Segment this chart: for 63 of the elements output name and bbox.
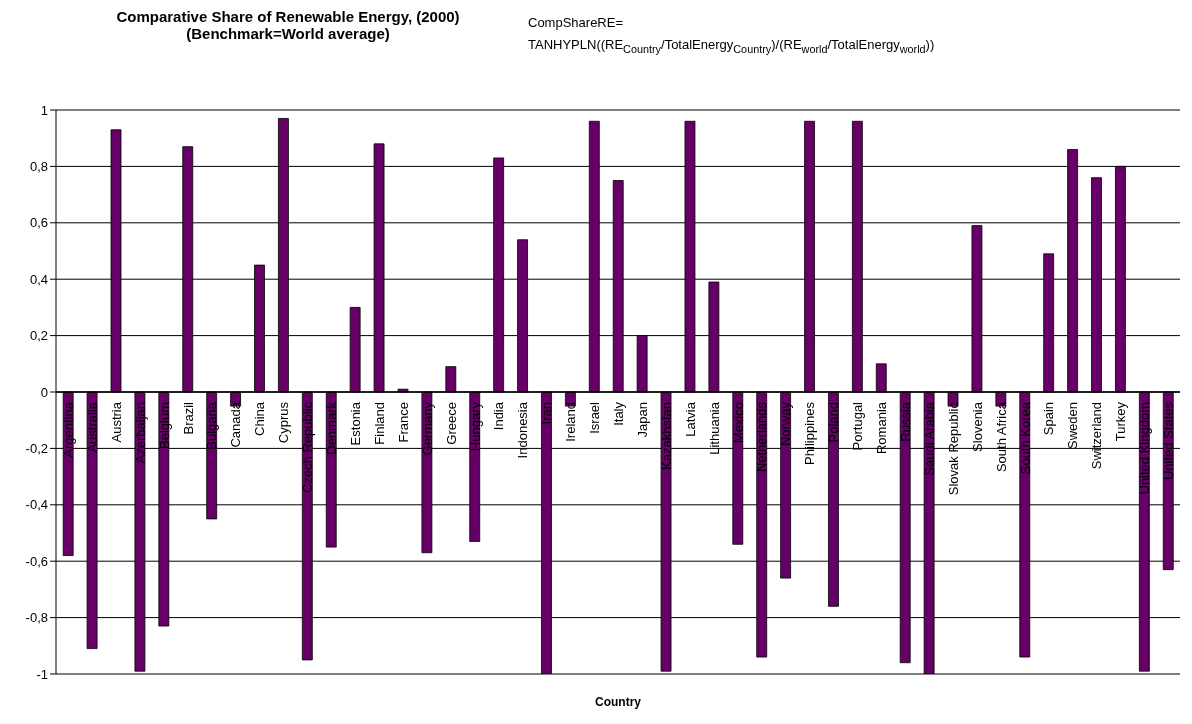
x-tick-label: Bulgaria bbox=[204, 401, 220, 450]
x-tick-label: Italy bbox=[611, 401, 626, 426]
x-tick-label: Kazakhstan bbox=[658, 402, 674, 470]
x-tick-label: Indonesia bbox=[515, 401, 531, 459]
y-tick-label: -0,6 bbox=[25, 553, 48, 569]
text: CompShareRE= bbox=[528, 14, 625, 32]
x-tick-label: Philippines bbox=[802, 401, 818, 465]
x-axis-title: Country bbox=[595, 695, 642, 709]
x-tick-label: Denmark bbox=[324, 401, 340, 455]
x-tick-label: South Korea bbox=[1017, 401, 1033, 475]
x-tick-label: Saudi Arabia bbox=[921, 401, 937, 476]
x-tick-label: Turkey bbox=[1113, 401, 1129, 442]
x-tick-label: United States bbox=[1161, 401, 1177, 481]
x-tick-label: Finland bbox=[371, 402, 387, 445]
x-tick-label: United Kingdom bbox=[1137, 402, 1153, 495]
x-tick-label: China bbox=[252, 401, 268, 436]
x-tick-label: Ireland bbox=[563, 402, 579, 442]
x-tick-label: Norway bbox=[778, 401, 794, 447]
y-tick-label: 0 bbox=[40, 384, 48, 400]
x-tick-label: Argentina bbox=[60, 401, 76, 458]
chart-subtitle: (Benchmark=World average) bbox=[185, 25, 391, 42]
x-tick-label: Poland bbox=[826, 402, 842, 443]
y-tick-label: -0,2 bbox=[25, 441, 48, 457]
x-tick-label: Japan bbox=[634, 402, 650, 438]
x-tick-label: Netherlands bbox=[754, 401, 770, 473]
x-tick-label: Portugal bbox=[850, 401, 866, 451]
x-tick-label: Sweden bbox=[1065, 402, 1081, 449]
x-tick-label: Germany bbox=[419, 401, 435, 456]
x-tick-label: Slovak Republic bbox=[945, 401, 961, 496]
x-tick-label: Switzerland bbox=[1089, 402, 1105, 470]
y-tick-label: -1 bbox=[36, 666, 48, 682]
x-tick-label: Lithuania bbox=[706, 401, 722, 455]
chart-title: Comparative Share of Renewable Energy, (2000) bbox=[115, 8, 461, 25]
x-tick-label: Iran bbox=[539, 402, 555, 425]
x-tick-label: Spain bbox=[1041, 402, 1057, 436]
x-tick-label: Brazil bbox=[180, 401, 196, 435]
y-tick-label: -0,8 bbox=[25, 610, 48, 626]
y-tick-label: 0,2 bbox=[29, 328, 48, 344]
y-tick-label: -0,4 bbox=[25, 497, 48, 513]
x-tick-label: Cyprus bbox=[276, 401, 292, 444]
x-tick-label: Belgium bbox=[156, 402, 172, 449]
x-tick-label: South Africa bbox=[993, 401, 1009, 473]
x-tick-label: France bbox=[395, 402, 411, 443]
x-tick-label: Romania bbox=[874, 401, 890, 455]
x-tick-label: Austria bbox=[108, 401, 124, 443]
y-tick-label: 1 bbox=[40, 102, 48, 118]
x-tick-label: Slovenia bbox=[969, 401, 985, 452]
x-tick-label: Czech Republic bbox=[300, 401, 316, 494]
y-tick-label: 0,8 bbox=[29, 159, 48, 175]
x-tick-label: Australia bbox=[84, 401, 100, 453]
x-tick-label: Russia bbox=[897, 401, 913, 442]
x-tick-label: Canada bbox=[228, 401, 244, 448]
x-tick-label: Israel bbox=[587, 401, 603, 434]
x-tick-label: Mexico bbox=[730, 402, 746, 444]
y-tick-label: 0,4 bbox=[29, 271, 48, 287]
text: TANHYPLN((RE$_{Country}$/TotalEnergy$_{Country}$)/(RE$_{world}$/TotalEnergy$_{world}$)) bbox=[528, 37, 935, 55]
x-tick-label: Latvia bbox=[682, 401, 698, 437]
y-tick-label: 0,6 bbox=[29, 215, 48, 231]
x-tick-label: Azerbaijan bbox=[132, 402, 148, 464]
x-tick-label: India bbox=[491, 401, 507, 431]
x-tick-label: Hungary bbox=[467, 401, 483, 452]
x-tick-label: Greece bbox=[443, 402, 459, 445]
x-tick-label: Estonia bbox=[347, 401, 363, 446]
